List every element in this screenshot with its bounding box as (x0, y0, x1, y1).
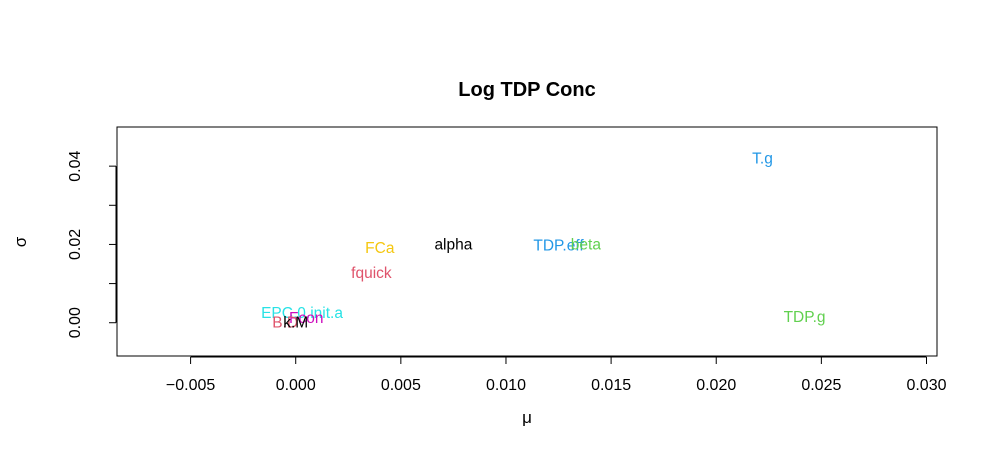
y-tick-label: 0.02 (67, 229, 84, 260)
x-tick-label: 0.010 (486, 377, 526, 394)
point-label: k.M (283, 315, 308, 332)
plot-frame (116, 126, 938, 357)
x-tick-label: 0.025 (801, 377, 841, 394)
point-label: TDP.eff (533, 237, 584, 254)
point-label: TDP.g (784, 309, 826, 326)
point-label: alpha (434, 236, 472, 253)
x-tick-label: 0.015 (591, 377, 631, 394)
y-axis: 0.00 0.02 0.04 (67, 150, 117, 338)
x-tick-label: 0.020 (696, 377, 736, 394)
chart-title: Log TDP Conc (458, 79, 595, 101)
point-label: EPC.0.init.a (261, 305, 343, 322)
x-tick-label: 0.005 (381, 377, 421, 394)
x-axis-label: μ (522, 408, 532, 427)
x-tick-label: 0.000 (276, 377, 316, 394)
x-tick-label: 0.030 (906, 377, 946, 394)
point-label: beta (571, 236, 602, 253)
point-label: Fcon (289, 310, 323, 327)
point-label: T.g (752, 151, 773, 168)
y-axis-label: σ (11, 236, 30, 247)
y-tick-label: 0.00 (67, 307, 84, 338)
point-label: B.D (272, 315, 298, 332)
point-label: fquick (351, 265, 392, 282)
x-tick-label: −0.005 (166, 377, 215, 394)
point-label: FCa (365, 240, 395, 257)
y-tick-label: 0.04 (67, 150, 84, 181)
x-axis: −0.005 0.000 0.005 0.010 0.015 0.020 0.025 0.03… (166, 356, 947, 394)
